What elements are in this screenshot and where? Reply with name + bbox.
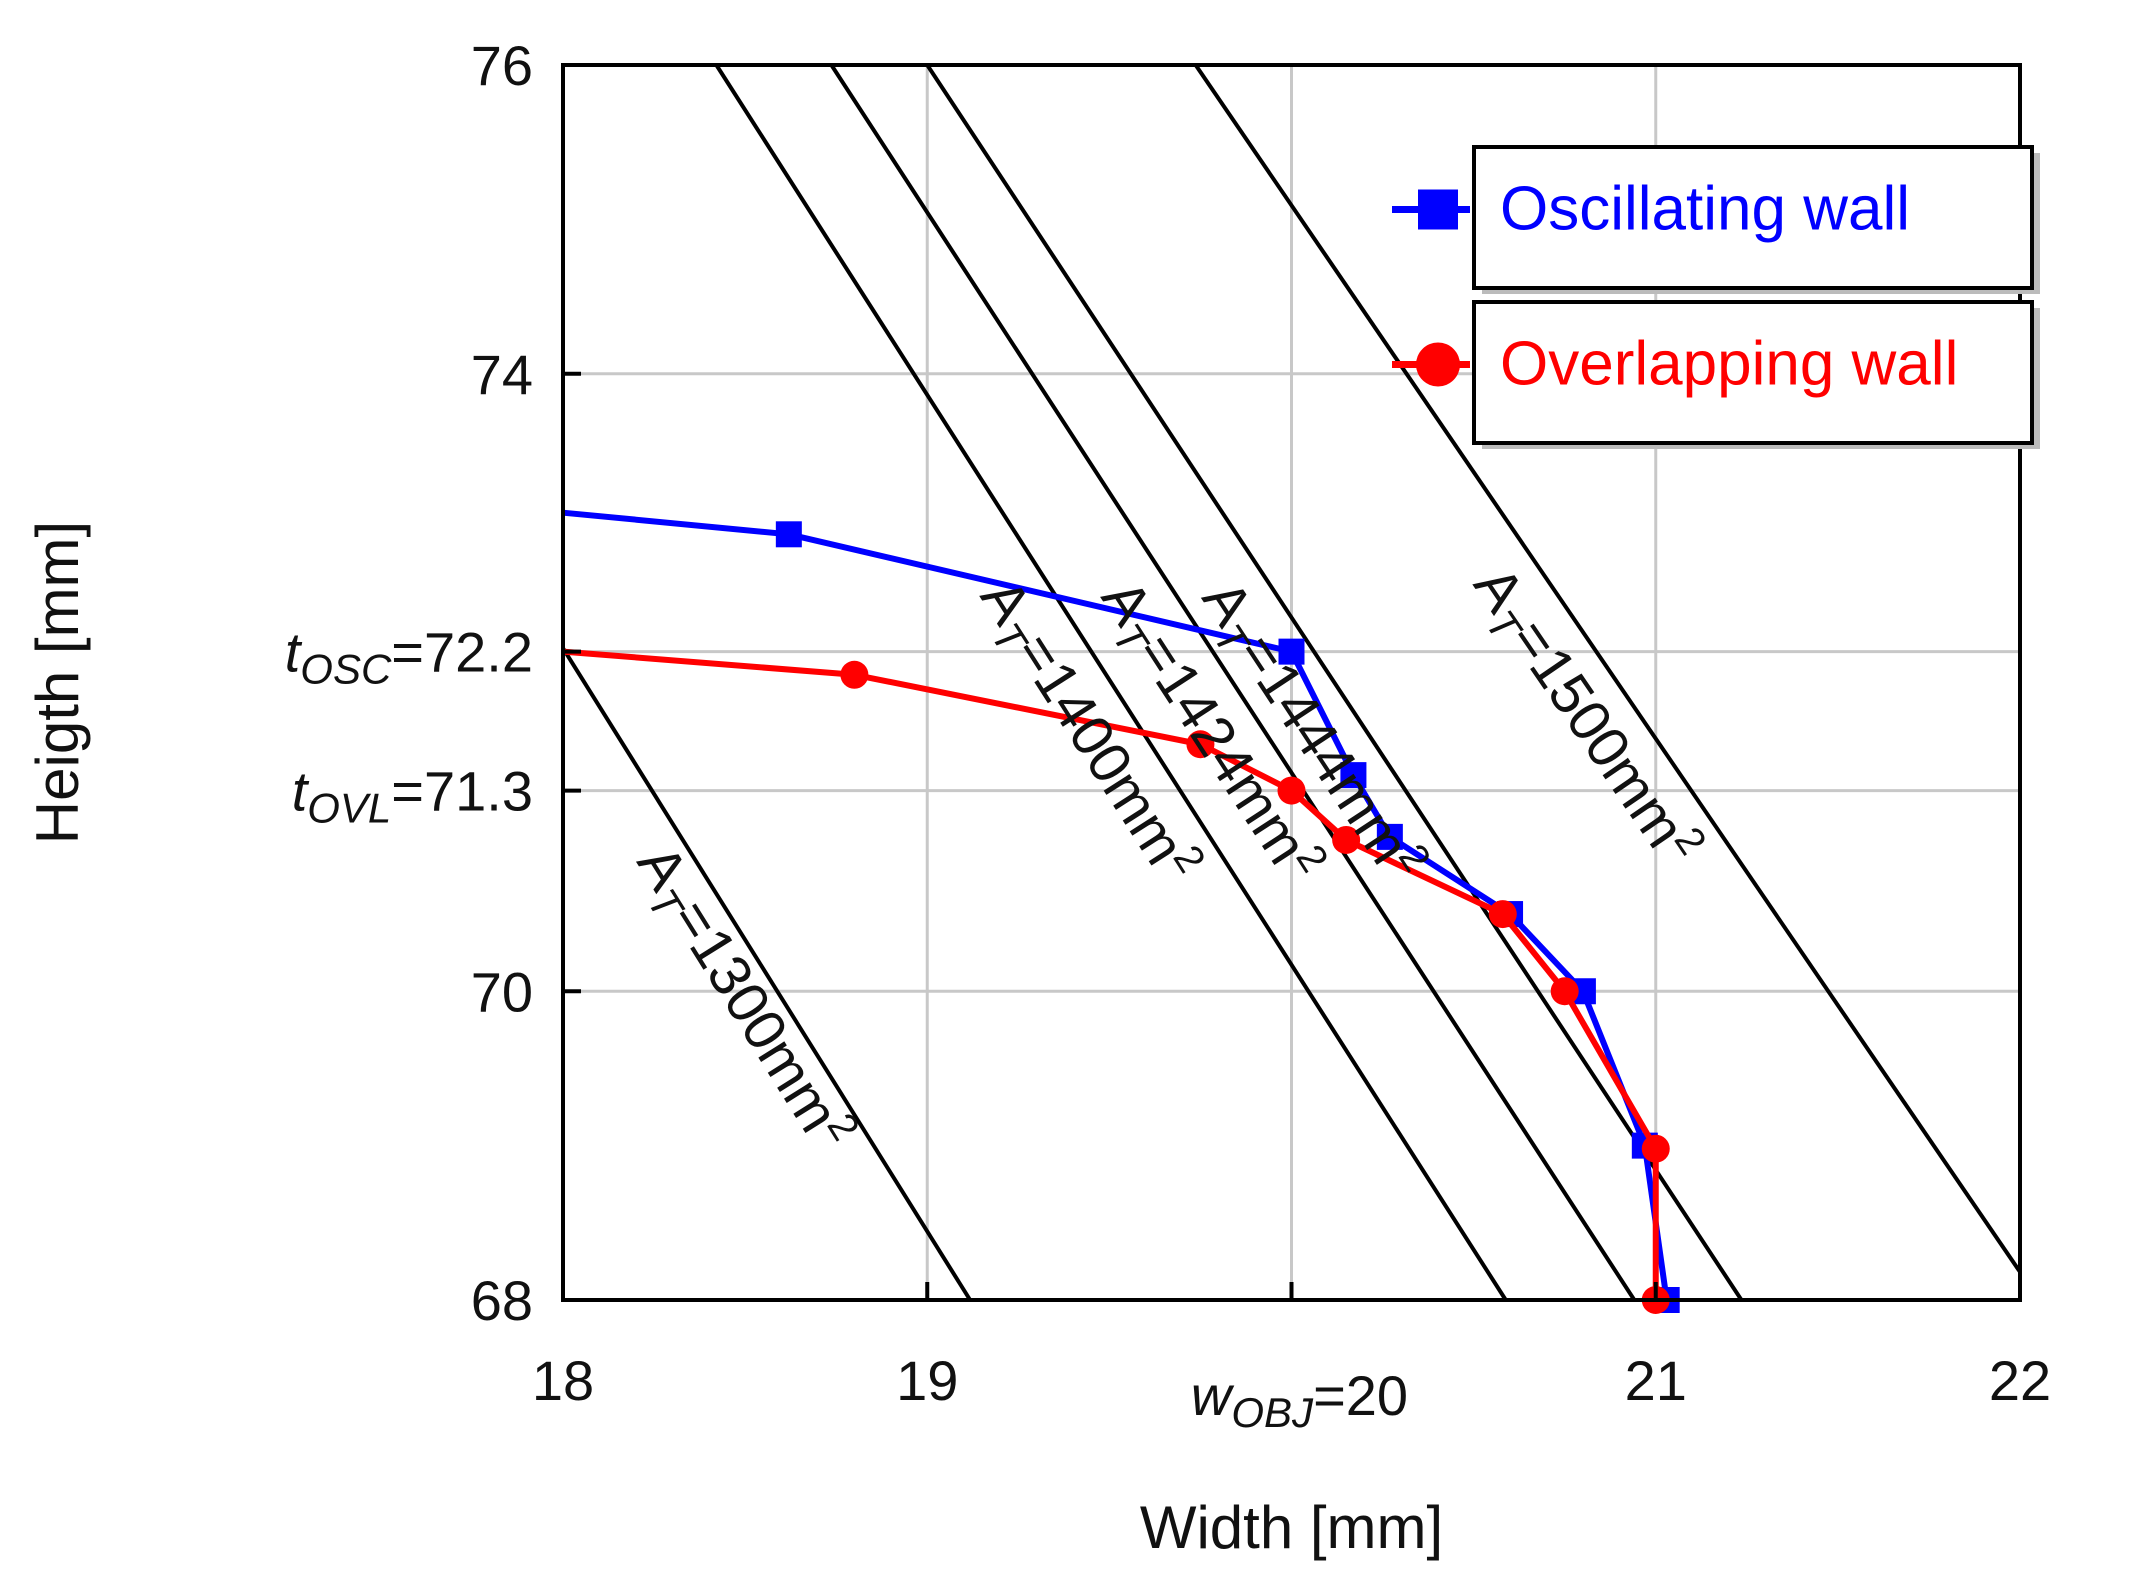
isoline-1400 [714,63,1508,1302]
isoline-text-1300: AT=1300mm2 [618,831,868,1166]
legend-marker-square [1418,189,1458,230]
isoline-text-1500: AT=1500mm2 [1455,552,1715,882]
isoline-1300 [561,647,972,1302]
series-point-circle [1488,900,1517,929]
x-axis-label: Width [mm] [1140,1494,1443,1561]
legend-label: Overlapping wall [1500,330,1958,399]
x-tick-label: 19 [896,1349,958,1412]
y-tick-label: 70 [471,960,533,1023]
legend-box [1472,145,2034,290]
series-point-square [1278,638,1305,665]
isoline-labels: AT=1300mm2AT=1400mm2AT=1424mm2AT=1444mm2… [618,552,1715,1166]
x-tick-label: 18 [532,1349,594,1412]
isoline-label-1500: AT=1500mm2 [1455,552,1715,882]
series-point-square [775,521,802,548]
legend-box [1472,300,2034,445]
series-point-circle [1332,825,1361,854]
series-point-square [1376,823,1403,850]
series-point-circle [1186,730,1215,759]
area-isolines [561,63,2022,1302]
legend: Oscillating wall Overlapping wall [1392,145,2040,449]
series-point-circle [840,660,869,689]
series-point-square [1340,762,1367,789]
y-tick-label-annotated: tOVL=71.3 [292,760,533,832]
y-tick-label: 76 [471,34,533,97]
x-tick-label: 21 [1625,1349,1687,1412]
y-tick-label-annotated: tOSC=72.2 [285,621,533,693]
series-point-circle [1641,1134,1670,1163]
x-tick-label-annotated: wOBJ=20 [1191,1364,1408,1436]
y-axis-label: Heigth [mm] [24,521,91,844]
axis-ticks: 18 19 21 22 wOBJ=20 68 70 74 76 tOSC=72.2 tOVL=71.… [285,34,2051,1436]
isoline-label-1300: AT=1300mm2 [618,831,868,1166]
y-tick-label: 74 [471,343,533,406]
y-tick-label: 68 [471,1269,533,1332]
series-point-circle [1277,776,1306,805]
data-series [562,509,1680,1314]
legend-marker-circle [1416,342,1460,387]
series-point-circle [1550,977,1579,1006]
x-tick-label: 22 [1989,1349,2051,1412]
isoline-1424 [829,63,1637,1302]
isoline-1444 [925,63,1744,1302]
isoline-1500 [1193,63,2022,1274]
legend-label: Oscillating wall [1500,175,1910,244]
